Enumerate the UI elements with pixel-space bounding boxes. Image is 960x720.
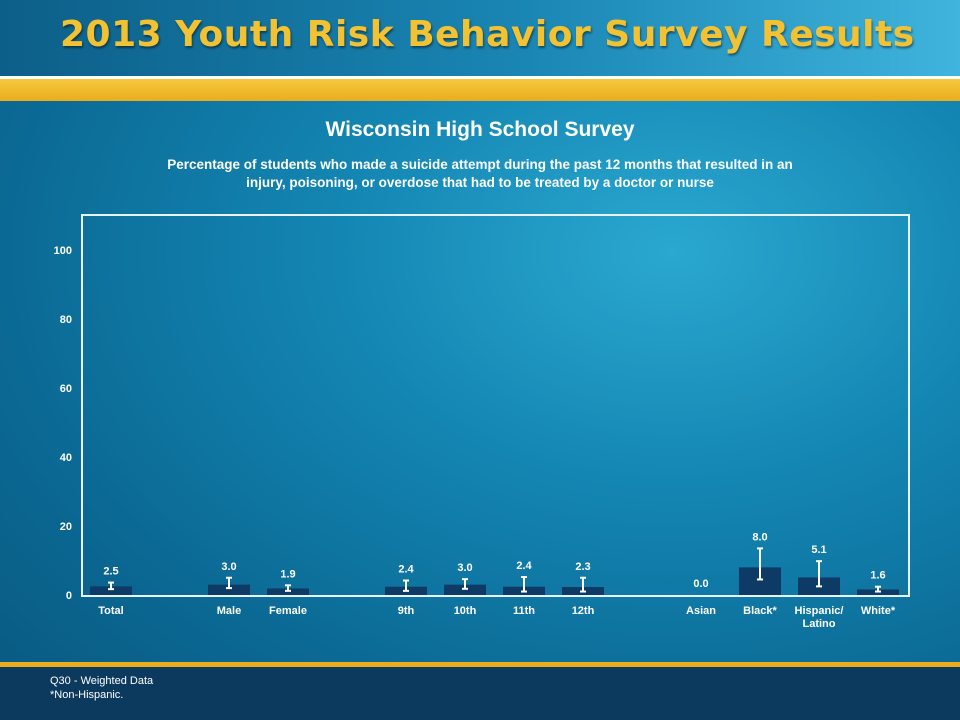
chart-title: Wisconsin High School Survey [325,118,635,141]
y-axis: 0 20 40 60 80 100 [54,245,72,602]
data-label: 1.9 [280,568,295,580]
header-banner: 2013 Youth Risk Behavior Survey Results [0,0,960,76]
data-label: 2.4 [516,560,532,572]
data-label: 2.3 [575,561,590,573]
category-label: Black* [743,605,777,617]
category-label: Male [217,605,241,617]
header-divider [0,76,960,79]
category-label: 11th [513,605,535,617]
data-label: 8.0 [752,531,767,543]
category-label: Total [98,605,123,617]
category-label: 12th [572,605,595,617]
data-label: 3.0 [221,561,236,573]
chart-subtitle: Percentage of students who made a suicid… [167,157,793,190]
data-label: 2.5 [103,566,118,578]
header-gold-band [0,79,960,101]
bar [208,584,250,595]
slide-title: 2013 Youth Risk Behavior Survey Results [60,14,915,55]
footer-gold-line [0,662,960,667]
y-tick-label: 60 [60,383,72,395]
category-label: Asian [686,605,716,617]
data-label: 5.1 [811,544,826,556]
category-label: White* [861,605,896,617]
category-label-line2: Latino [803,618,836,630]
y-tick-label: 20 [60,521,72,533]
y-tick-label: 40 [60,452,72,464]
category-label: 10th [454,605,477,617]
category-label: Female [269,605,307,617]
plot-frame [81,214,910,597]
category-label: 9th [398,605,415,617]
footer-bar [0,662,960,720]
y-tick-label: 100 [54,245,72,257]
bar-group: 2.5 Total 3.0 Male 1.9 Female 2.4 9th 3.0 10th 2.4… [90,531,899,630]
category-label: Hispanic/ [795,605,844,617]
data-label: 3.0 [457,562,472,574]
bar [444,584,486,595]
data-label: 1.6 [870,570,885,582]
bar [90,586,132,595]
footer-note-weighted: Q30 - Weighted Data [50,675,154,687]
data-label: 2.4 [398,564,414,576]
footer-note-nonhispanic: *Non-Hispanic. [50,689,124,701]
y-tick-label: 80 [60,314,72,326]
data-label: 0.0 [693,578,708,590]
y-tick-label: 0 [66,590,72,602]
